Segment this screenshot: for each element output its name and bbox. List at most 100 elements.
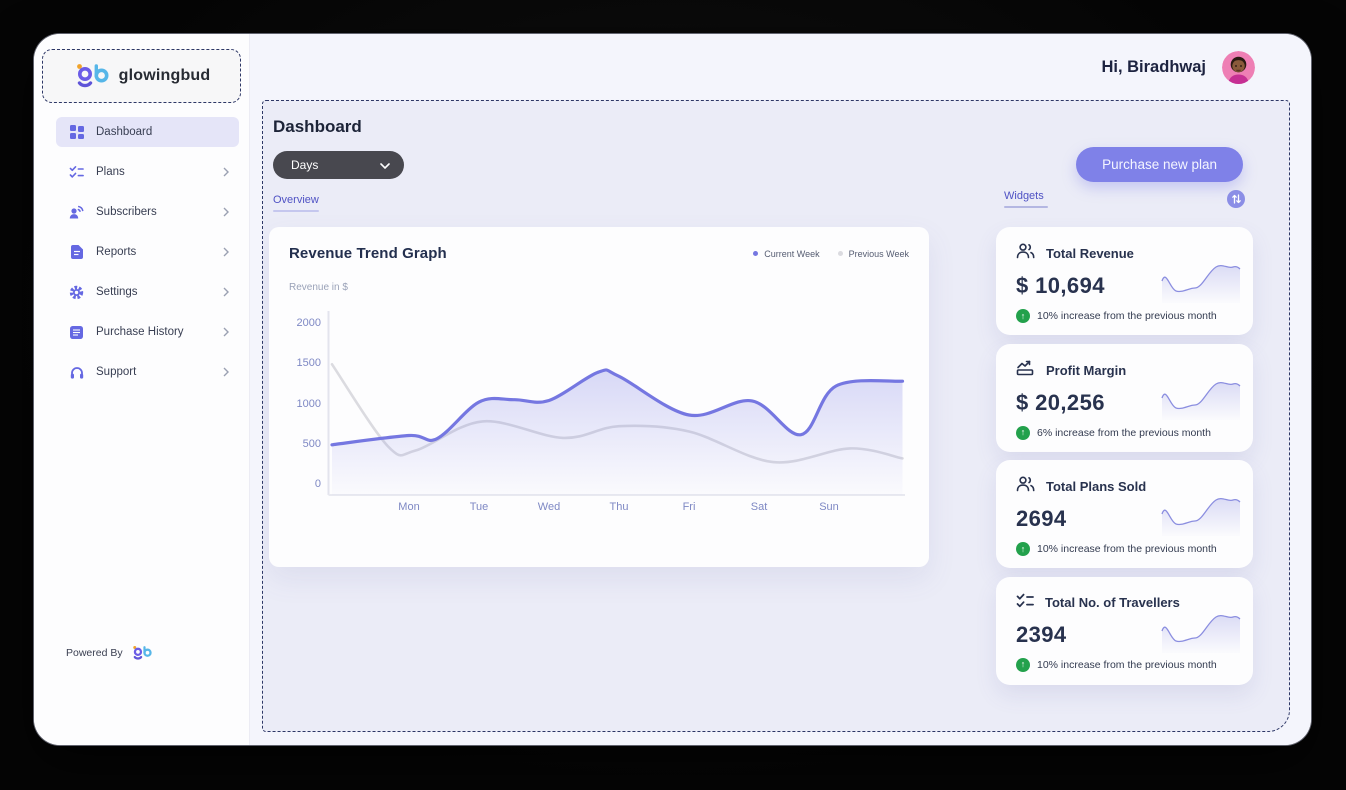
chevron-right-icon: [223, 247, 229, 257]
sidebar-item-settings[interactable]: Settings: [56, 277, 239, 307]
sidebar: glowingbud Dashboard Plans Subscri: [34, 34, 250, 745]
gear-icon: [68, 284, 85, 301]
y-axis-title: Revenue in $: [289, 282, 348, 293]
toolbar-row: Days Purchase new plan: [273, 147, 1279, 182]
x-tick-label: Sun: [819, 501, 839, 513]
glowingbud-logo-small-icon: [132, 645, 152, 660]
users-icon: [1016, 243, 1035, 264]
powered-by-label: Powered By: [66, 647, 123, 659]
sidebar-nav: Dashboard Plans Subscribers R: [34, 113, 249, 387]
x-tick-label: Mon: [398, 501, 420, 513]
sidebar-item-plans[interactable]: Plans: [56, 157, 239, 187]
stat-title: Total No. of Travellers: [1045, 595, 1180, 610]
brand-name: glowingbud: [118, 67, 211, 84]
legend-label-current: Current Week: [764, 248, 820, 259]
app-window: glowingbud Dashboard Plans Subscri: [34, 34, 1311, 745]
dashboard-content: Dashboard Days Purchase new plan Overvie…: [262, 100, 1290, 732]
tab-overview-underline: [273, 210, 319, 212]
user-greeting: Hi, Biradhwaj: [1101, 57, 1206, 76]
x-tick-label: Tue: [469, 501, 489, 513]
tab-overview-label: Overview: [273, 194, 319, 206]
trend-up-icon: ↑: [1016, 542, 1030, 556]
legend-label-previous: Previous Week: [848, 248, 909, 259]
revenue-line-chart: [327, 311, 905, 496]
x-tick-label: Wed: [537, 501, 561, 513]
subscribers-icon: [68, 204, 85, 221]
days-filter-value: Days: [291, 157, 319, 172]
chevron-right-icon: [223, 287, 229, 297]
chevron-right-icon: [223, 327, 229, 337]
stat-title: Total Plans Sold: [1046, 479, 1147, 494]
profit-chart-icon: [1016, 360, 1035, 381]
checklist-icon: [1016, 593, 1034, 613]
days-filter-dropdown[interactable]: Days: [273, 150, 404, 179]
sidebar-item-purchase-history[interactable]: Purchase History: [56, 317, 239, 347]
y-tick-label: 2000: [296, 317, 321, 329]
stat-change-text: 10% increase from the previous month: [1037, 310, 1217, 322]
legend-dot-current: [753, 251, 759, 256]
legend-dot-previous: [837, 251, 843, 256]
trend-up-icon: ↑: [1016, 657, 1030, 672]
legend-current-week: Current Week: [753, 248, 820, 259]
y-tick-label: 1000: [296, 397, 321, 410]
chevron-right-icon: [223, 207, 229, 217]
sidebar-item-label: Dashboard: [96, 126, 153, 138]
main-area: Hi, Biradhwaj Dashboard Days: [250, 34, 1311, 745]
sidebar-item-label: Support: [96, 366, 137, 378]
avatar[interactable]: [1222, 50, 1255, 84]
users-icon: [1016, 476, 1035, 497]
x-tick-label: Sat: [750, 501, 768, 513]
sparkline: [1161, 614, 1241, 653]
tab-widgets-underline: [1004, 206, 1048, 208]
sparkline: [1161, 264, 1241, 303]
widgets-sort-icon[interactable]: [1227, 190, 1245, 208]
chevron-right-icon: [223, 367, 229, 377]
trend-up-icon: ↑: [1016, 309, 1030, 323]
stat-value: 2694: [1016, 506, 1067, 531]
purchase-new-plan-button[interactable]: Purchase new plan: [1076, 147, 1243, 182]
widgets-panel: Total Revenue $ 10,694 ↑ 10% increase fr…: [996, 227, 1253, 693]
y-tick-label: 0: [314, 478, 321, 490]
sidebar-item-label: Purchase History: [96, 326, 184, 338]
stat-change-text: 10% increase from the previous month: [1037, 658, 1217, 671]
report-doc-icon: [68, 244, 85, 261]
sidebar-item-subscribers[interactable]: Subscribers: [56, 197, 239, 227]
tabs-row: Overview Widgets: [273, 190, 1279, 220]
tab-widgets[interactable]: Widgets: [1004, 190, 1048, 213]
dashboard-grid-icon: [68, 124, 85, 141]
tab-widgets-label: Widgets: [1004, 190, 1044, 202]
stat-change-text: 10% increase from the previous month: [1037, 543, 1217, 555]
stat-card-total-travellers: Total No. of Travellers 2394 ↑ 10% incre…: [996, 576, 1253, 685]
y-tick-label: 1500: [296, 357, 321, 370]
y-tick-label: 500: [302, 437, 321, 450]
sparkline: [1161, 497, 1241, 536]
stat-card-profit-margin: Profit Margin $ 20,256 ↑ 6% increase fro…: [996, 343, 1253, 452]
trend-up-icon: ↑: [1016, 425, 1030, 440]
sidebar-item-label: Settings: [96, 286, 138, 298]
stat-card-total-revenue: Total Revenue $ 10,694 ↑ 10% increase fr…: [996, 227, 1253, 335]
sidebar-item-label: Reports: [96, 246, 137, 258]
legend-previous-week: Previous Week: [837, 248, 909, 259]
sidebar-item-dashboard[interactable]: Dashboard: [56, 117, 239, 147]
sparkline: [1161, 381, 1241, 420]
stat-change-text: 6% increase from the previous month: [1037, 426, 1211, 439]
stat-value: $ 10,694: [1016, 273, 1105, 298]
tab-overview[interactable]: Overview: [273, 194, 319, 217]
line-chart-plot: 0 500 1000 1500 2000 Mon Tue Wed Thu Fri Sat Sun: [297, 303, 909, 513]
glowingbud-logo-icon: [76, 64, 109, 88]
stat-title: Total Revenue: [1046, 246, 1134, 261]
chevron-right-icon: [223, 167, 229, 177]
revenue-trend-card: Revenue Trend Graph Current Week Previou…: [269, 227, 929, 567]
stat-title: Profit Margin: [1046, 362, 1127, 378]
stat-value: $ 20,256: [1016, 389, 1105, 415]
x-tick-label: Fri: [682, 501, 696, 513]
sidebar-item-label: Subscribers: [96, 206, 157, 218]
sidebar-item-support[interactable]: Support: [56, 357, 239, 387]
stat-card-total-plans-sold: Total Plans Sold 2694 ↑ 10% increase fro…: [996, 460, 1253, 568]
main-header: Hi, Biradhwaj: [250, 34, 1311, 100]
sidebar-item-reports[interactable]: Reports: [56, 237, 239, 267]
stat-value: 2394: [1016, 621, 1067, 647]
sidebar-item-label: Plans: [96, 166, 125, 178]
list-card-icon: [68, 324, 85, 341]
checklist-icon: [68, 164, 85, 181]
